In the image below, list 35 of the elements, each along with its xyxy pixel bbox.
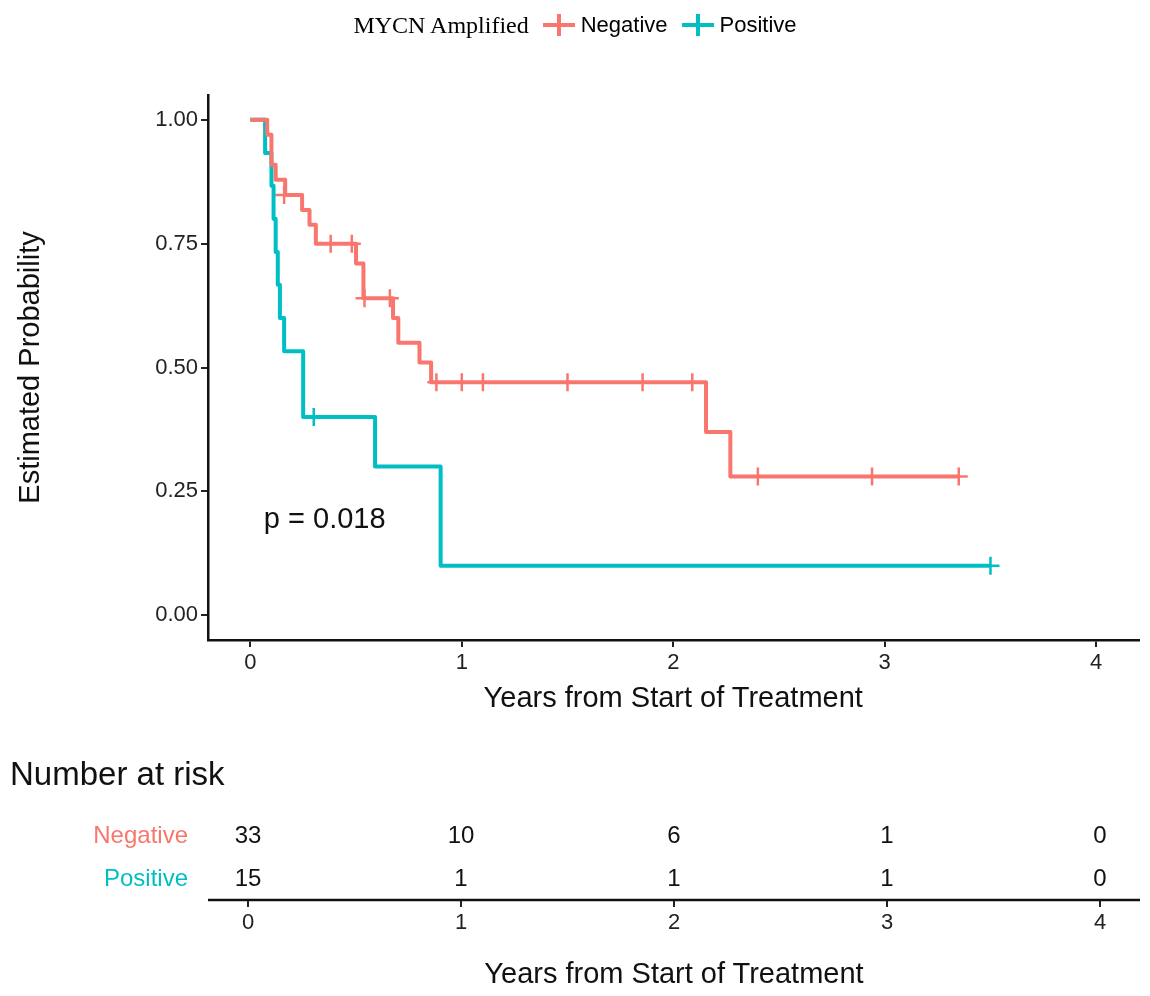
y-tick-label: 1.00 xyxy=(155,105,198,131)
y-tick-label: Negative xyxy=(93,821,188,849)
y-tick-label: 0.75 xyxy=(155,229,198,255)
x-tick-label: 0 xyxy=(241,909,255,935)
data-label: 1 xyxy=(880,863,894,891)
x-tick-label: 2 xyxy=(667,649,680,675)
x-axis-title: Years from Start of Treatment xyxy=(483,680,863,713)
legend-label: Negative xyxy=(580,12,668,38)
y-axis-title: Estimated Probability xyxy=(13,230,46,504)
legend-title: MYCN Amplified xyxy=(353,11,529,39)
y-tick-label: 0.50 xyxy=(155,353,198,379)
data-label: 10 xyxy=(447,821,475,849)
x-tick-label: 3 xyxy=(878,649,891,675)
data-label: 1 xyxy=(880,821,894,849)
x-tick-label: 4 xyxy=(1093,909,1107,935)
x-axis-title: Years from Start of Treatment xyxy=(484,956,864,989)
y-tick-label: 0.25 xyxy=(155,477,198,503)
x-tick-label: 0 xyxy=(244,649,257,675)
x-tick-label: 1 xyxy=(454,909,468,935)
x-tick-label: 3 xyxy=(880,909,894,935)
x-tick-label: 4 xyxy=(1090,649,1103,675)
legend-label: Positive xyxy=(719,12,797,38)
data-label: 0 xyxy=(1093,863,1107,891)
data-label: 15 xyxy=(234,863,262,891)
data-label: 6 xyxy=(667,821,681,849)
y-tick-label: 0.00 xyxy=(155,601,198,627)
data-label: 1 xyxy=(667,863,681,891)
annotation: p = 0.018 xyxy=(263,502,386,535)
data-label: 0 xyxy=(1093,821,1107,849)
x-tick-label: 2 xyxy=(667,909,681,935)
chart-title: Number at risk xyxy=(10,754,226,792)
data-label: 1 xyxy=(454,863,468,891)
y-tick-label: Positive xyxy=(103,863,188,891)
x-tick-label: 1 xyxy=(455,649,468,675)
data-label: 33 xyxy=(234,821,262,849)
